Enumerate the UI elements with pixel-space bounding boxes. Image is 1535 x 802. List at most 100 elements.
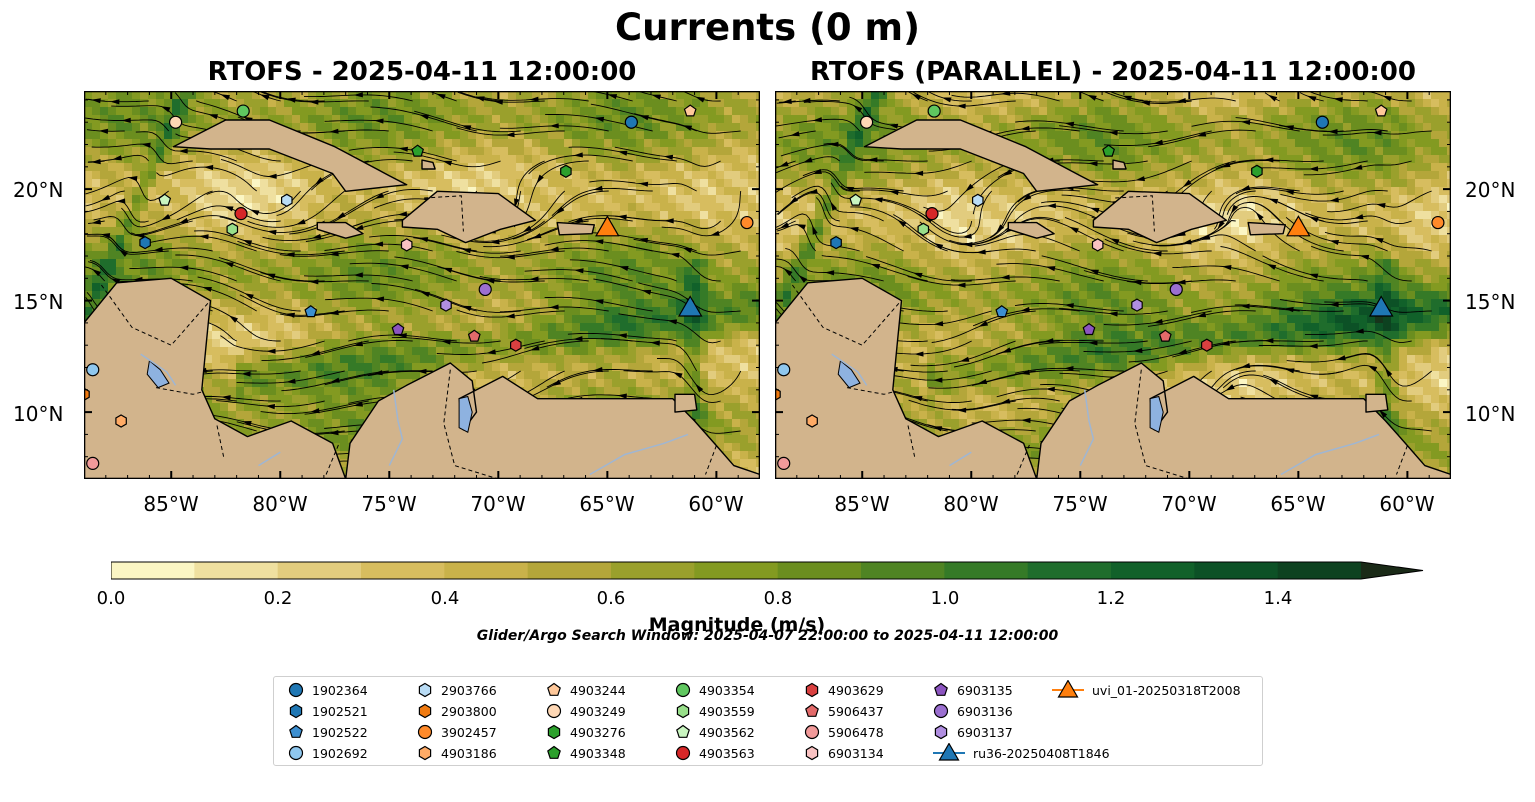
colorbar-segment [527,562,612,579]
legend-item-4903249: 4903249 [544,701,626,721]
legend-label: 4903562 [699,724,755,740]
legend-symbol [547,724,561,740]
legend-marker [417,724,433,740]
legend-marker [288,745,304,761]
search-window-note: Glider/Argo Search Window: 2025-04-07 22… [476,628,1059,644]
colorbar-segment [444,562,529,579]
lon-tick-label: 60°W [688,492,744,516]
marker-ru36-20250408T1846 [677,295,703,317]
legend-symbol [805,682,819,698]
legend-label: 4903629 [828,682,884,698]
legend-label: 4903559 [699,703,755,719]
left-panel-title: RTOFS - 2025-04-11 12:00:00 [207,57,637,87]
marker-1902521 [830,235,842,250]
marker-6903137 [440,298,452,312]
legend-symbol [804,724,820,740]
colorbar-tick-label: 0.0 [96,588,126,609]
marker-4903249 [859,115,874,129]
legend-item-1902522: 1902522 [286,722,368,742]
colorbar-segment [111,562,195,579]
legend-marker [934,724,948,740]
legend-label: 3902457 [441,724,497,740]
lon-tick-label: 60°W [1379,492,1435,516]
lon-tick-label: 75°W [1052,492,1108,516]
legend-label: 4903348 [570,745,626,761]
legend-label: 4903249 [570,703,626,719]
legend-marker [676,724,690,738]
marker-4903629 [510,338,522,352]
legend-item-4903563: 4903563 [673,743,755,763]
right-panel-title: RTOFS (PARALLEL) - 2025-04-11 12:00:00 [810,57,1416,87]
lon-tick-label: 75°W [361,492,417,516]
marker-6903135 [1082,322,1096,336]
legend-marker [805,745,819,761]
legend-item-1902692: 1902692 [286,743,368,763]
legend-symbol [418,682,432,698]
legend-label: 2903766 [441,682,497,698]
marker-4903186 [115,414,127,428]
colorbar-segment [611,562,695,579]
legend-item-5906437: 5906437 [802,701,884,721]
legend-marker [547,724,561,740]
marker-1902364 [624,115,638,129]
legend-label: 2903800 [441,703,497,719]
legend-symbol [288,682,304,698]
marker-6903135 [391,322,405,336]
marker-ru36-20250408T1846 [1368,295,1394,317]
legend-marker [288,682,304,698]
colorbar-segment [1277,562,1362,579]
legend-symbol [675,745,691,761]
colorbar-tick-label: 1.2 [1096,588,1126,609]
colorbar-segment [694,562,779,579]
legend-item-2903800: 2903800 [415,701,497,721]
legend-item-4903562: 4903562 [673,722,755,742]
marker-4903348 [1102,144,1116,157]
lon-tick-label: 85°W [834,492,890,516]
marker-4903244 [683,104,697,117]
marker-4903563 [234,207,248,221]
marker-6903136 [478,282,492,297]
colorbar-segment [1111,562,1195,579]
legend-symbol [289,703,303,719]
marker-4903562 [849,193,863,206]
marker-1902692 [777,363,791,377]
colorbar-tick-label: 0.2 [263,588,293,609]
colorbar-segment [1194,562,1279,579]
marker-2903766 [972,193,984,207]
lon-tick-label: 80°W [943,492,999,516]
lat-tick-label: 20°N [1465,178,1516,202]
legend-symbol [547,682,561,696]
legend-symbol [289,724,303,738]
legend-item-4903559: 4903559 [673,701,755,721]
legend-symbol [546,703,562,719]
marker-4903276 [560,164,572,178]
legend-symbol [418,745,432,761]
legend-item-4903244: 4903244 [544,680,626,700]
legend-item-1902521: 1902521 [286,701,368,721]
legend-symbol [676,724,690,738]
legend-label: 6903136 [957,703,1013,719]
legend-label: 5906437 [828,703,884,719]
legend-label: 6903134 [828,745,884,761]
colorbar-segment [361,562,445,579]
lon-tick-label: 80°W [252,492,308,516]
legend-symbol [417,724,433,740]
colorbar-tick-label: 0.4 [430,588,460,609]
colorbar-label: Magnitude (m/s) [648,614,826,636]
legend-label: 6903135 [957,682,1013,698]
legend-item-6903134: 6903134 [802,743,884,763]
marker-4903559 [226,222,239,236]
legend-marker [289,724,303,738]
lon-tick-label: 70°W [1161,492,1217,516]
land [775,119,1451,479]
legend-marker [418,682,432,698]
legend-item-2903766: 2903766 [415,680,497,700]
marker-5906478 [777,456,791,470]
legend-item-uvi_01-20250318T2008: uvi_01-20250318T2008 [1050,680,1241,700]
legend-symbol [933,703,949,719]
legend-marker [1052,680,1084,698]
marker-4903354 [927,104,941,118]
marker-1902522 [995,305,1009,318]
legend-item-6903136: 6903136 [931,701,1013,721]
lon-tick-label: 65°W [1270,492,1326,516]
